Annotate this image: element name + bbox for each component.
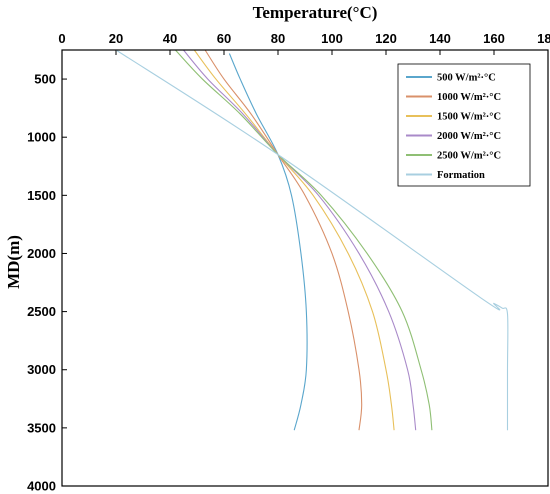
y-tick-label: 3000	[27, 362, 56, 377]
series-line	[193, 49, 395, 431]
series-group	[115, 49, 509, 431]
legend-label: Formation	[437, 170, 485, 181]
chart-title: Temperature(°C)	[253, 3, 378, 22]
x-tick-label: 120	[375, 31, 397, 46]
x-tick-label: 40	[163, 31, 177, 46]
series-line	[204, 49, 363, 431]
x-tick-label: 180	[537, 31, 550, 46]
legend-box	[397, 63, 531, 187]
y-tick-label: 2500	[27, 304, 56, 319]
legend-label: 1500 W/m²·°C	[437, 112, 501, 123]
x-tick-label: 0	[58, 31, 65, 46]
y-tick-label: 1000	[27, 130, 56, 145]
x-tick-label: 140	[429, 31, 451, 46]
legend-label: 1000 W/m²·°C	[437, 92, 501, 103]
y-tick-label: 500	[34, 72, 56, 87]
x-tick-label: 160	[483, 31, 505, 46]
x-tick-label: 60	[217, 31, 231, 46]
x-tick-label: 100	[321, 31, 343, 46]
plot-frame	[61, 49, 549, 487]
y-tick-label: 2000	[27, 246, 56, 261]
series-line	[228, 53, 308, 431]
y-tick-label: 3500	[27, 420, 56, 435]
legend-label: 2000 W/m²·°C	[437, 131, 501, 142]
legend-label: 2500 W/m²·°C	[437, 151, 501, 162]
legend: 500 W/m²·°C 1000 W/m²·°C 1500 W/m²·°C 2000 …	[397, 63, 531, 187]
series-line	[174, 49, 433, 431]
series-line	[183, 49, 417, 431]
legend-label: 500 W/m²·°C	[437, 73, 496, 84]
x-tick-label: 80	[271, 31, 285, 46]
tick-group: 0 20 40 60 80 100 120 140 160 180 500 1000 1500 2000 2…	[27, 31, 550, 494]
x-tick-label: 20	[109, 31, 123, 46]
y-tick-label: 4000	[27, 479, 56, 494]
y-axis-label: MD(m)	[4, 235, 23, 289]
series-line	[115, 49, 509, 431]
y-tick-label: 1500	[27, 188, 56, 203]
